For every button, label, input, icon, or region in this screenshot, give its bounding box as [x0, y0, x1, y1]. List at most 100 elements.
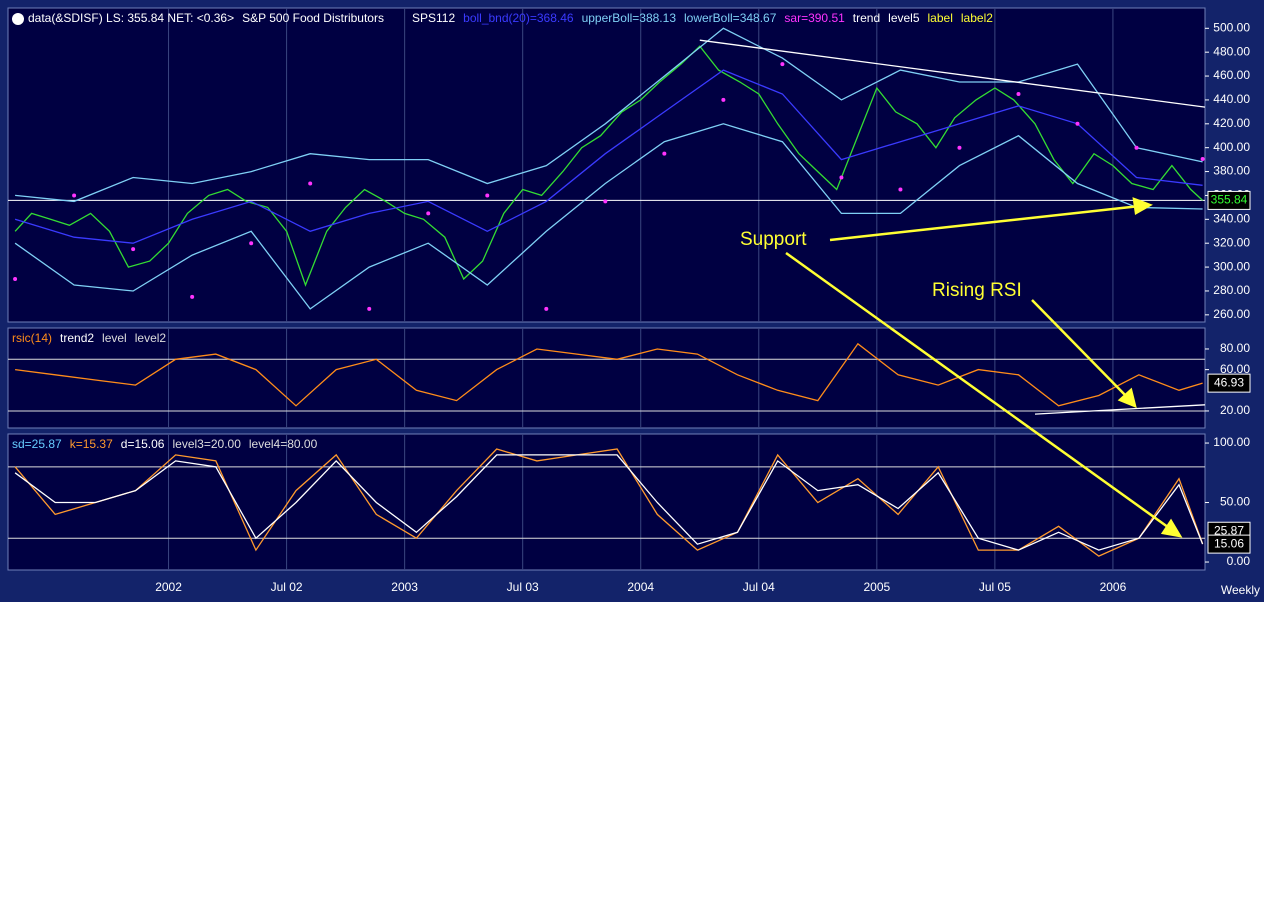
y-tick-label: 300.00: [1213, 259, 1250, 273]
y-tick-label: 480.00: [1213, 44, 1250, 58]
y-tick-label: 50.00: [1220, 495, 1250, 509]
arrow: [785, 251, 1173, 532]
sar-dot: [957, 145, 962, 150]
panels: 260.00280.00300.00320.00340.00360.00380.…: [7, 7, 1260, 597]
y-tick-label: 440.00: [1213, 92, 1250, 106]
sar-dot: [898, 187, 903, 192]
arrow: [829, 204, 1141, 242]
legend-entry: data(&SDISF) LS: 355.84 NET: <0.36>: [28, 11, 234, 25]
series-line: [699, 39, 1206, 108]
panel-background: [7, 327, 1206, 429]
y-tick-label: 100.00: [1213, 435, 1250, 449]
x-tick-label: Jul 03: [507, 580, 539, 594]
legend-entry: lowerBoll=348.67: [684, 11, 777, 25]
legend-entry: SPS112: [412, 11, 455, 25]
y-tick-label: 400.00: [1213, 140, 1250, 154]
y-tick-label: 20.00: [1220, 403, 1250, 417]
legend-entry: level: [102, 331, 127, 345]
arrowhead: [1117, 387, 1137, 409]
legend-entry: sar=390.51: [784, 11, 845, 25]
series-line: [14, 45, 1204, 287]
sar-dot: [1134, 145, 1139, 150]
y-tick-label: 500.00: [1213, 20, 1250, 34]
x-axis-label: Weekly: [1221, 583, 1260, 597]
sar-dot: [662, 151, 667, 156]
legend-entry: S&P 500 Food Distributors: [242, 11, 384, 25]
last-value-label: 15.06: [1214, 536, 1244, 550]
y-tick-label: 320.00: [1213, 235, 1250, 249]
panel-background: [7, 433, 1206, 571]
panel-background: [7, 7, 1206, 323]
series-line: [15, 27, 1203, 203]
legend-entry: sd=25.87: [12, 437, 62, 451]
sar-dot: [249, 241, 254, 246]
sar-dot: [780, 62, 785, 67]
y-tick-label: 340.00: [1213, 211, 1250, 225]
sar-dot: [13, 277, 18, 282]
legend-entry: boll_bnd(20)=368.46: [463, 11, 574, 25]
last-value-label: 46.93: [1214, 375, 1244, 389]
legend-entry: label2: [961, 11, 993, 25]
x-tick-label: Jul 04: [743, 580, 775, 594]
x-tick-label: 2006: [1100, 580, 1127, 594]
y-tick-label: 260.00: [1213, 307, 1250, 321]
sar-dot: [1075, 121, 1080, 126]
sar-dot: [426, 211, 431, 216]
y-tick-label: 0.00: [1227, 554, 1251, 568]
y-tick-label: 80.00: [1220, 341, 1250, 355]
annotation: Support: [740, 229, 807, 250]
x-tick-label: 2002: [155, 580, 182, 594]
sar-dot: [131, 247, 136, 252]
legend-entry: rsic(14): [12, 331, 52, 345]
sar-dot: [544, 306, 549, 311]
y-tick-label: 380.00: [1213, 164, 1250, 178]
arrow: [1031, 299, 1129, 399]
x-tick-label: Jul 02: [271, 580, 303, 594]
sar-dot: [367, 306, 372, 311]
series-line: [1034, 404, 1206, 415]
y-tick-label: 280.00: [1213, 283, 1250, 297]
series-line: [14, 454, 1204, 551]
last-value-box: [1207, 190, 1251, 210]
arrows: [785, 197, 1183, 538]
sar-dot: [839, 175, 844, 180]
legend-entry: k=15.37: [70, 437, 113, 451]
x-tick-label: 2005: [863, 580, 890, 594]
legend-entry: d=15.06: [121, 437, 165, 451]
legend-entry: upperBoll=388.13: [582, 11, 677, 25]
arrowhead: [1160, 518, 1183, 538]
sar-dot: [721, 97, 726, 102]
x-tick-label: 2003: [391, 580, 418, 594]
sar-dot: [72, 193, 77, 198]
y-tick-label: 420.00: [1213, 116, 1250, 130]
sar-dot: [190, 294, 195, 299]
x-tick-label: 2004: [627, 580, 654, 594]
last-value-label: 355.84: [1211, 193, 1248, 207]
series-line: [14, 123, 1203, 310]
series-line: [14, 69, 1203, 244]
legend-entry: level3=20.00: [172, 437, 241, 451]
legend-entry: trend2: [60, 331, 94, 345]
x-tick-label: Jul 05: [979, 580, 1011, 594]
sar-dot: [603, 199, 608, 204]
legend-entry: level5: [888, 11, 920, 25]
series-line: [15, 342, 1203, 407]
sar-dot: [1016, 91, 1021, 96]
legend-entry: trend: [853, 11, 880, 25]
last-value-label: 25.87: [1214, 523, 1244, 537]
y-tick-label: 460.00: [1213, 68, 1250, 82]
legend-entry: level2: [135, 331, 167, 345]
legend-entry: label: [928, 11, 953, 25]
legend-entry: level4=80.00: [249, 437, 318, 451]
last-value-box: [1207, 534, 1251, 554]
sar-dot: [485, 193, 490, 198]
sar-dot: [1200, 157, 1205, 162]
annotation: Rising RSI: [932, 280, 1022, 301]
arrowhead: [1132, 197, 1153, 215]
last-value-box: [1207, 373, 1251, 393]
logo: [12, 13, 24, 25]
sar-dot: [308, 181, 313, 186]
y-tick-label: 60.00: [1220, 362, 1250, 376]
